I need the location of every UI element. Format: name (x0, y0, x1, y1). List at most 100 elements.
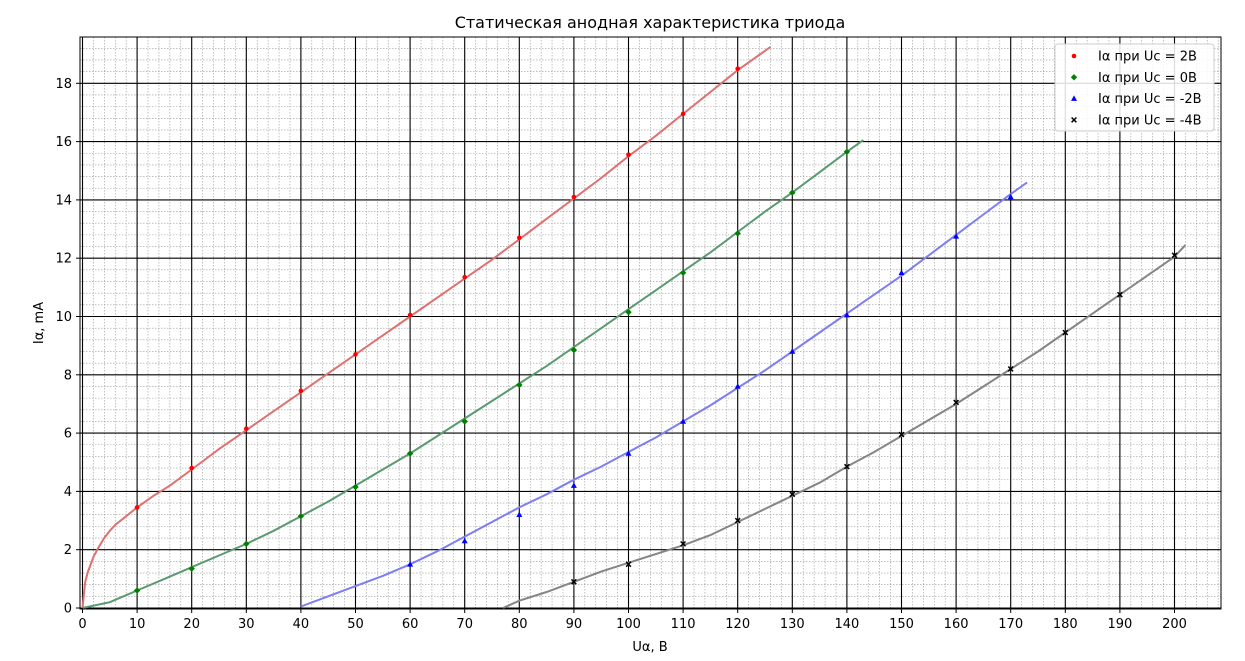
x-axis-label: Uα, В (632, 640, 667, 655)
chart-title: Статическая анодная характеристика триод… (455, 13, 846, 32)
data-point-series-3 (570, 482, 577, 488)
data-point-series-3 (953, 233, 960, 239)
legend: Iα при Uc = 2В Iα при Uc = 0В Iα при Uc = … (1054, 43, 1215, 132)
x-tick-label: 80 (511, 617, 528, 632)
y-axis-label: Iα, mA (32, 302, 47, 344)
data-point-series-2 (133, 587, 141, 594)
x-tick-label: 150 (889, 617, 914, 632)
data-point-series-1 (353, 352, 358, 357)
data-point-series-3 (843, 311, 850, 318)
data-point-series-2 (352, 483, 359, 491)
y-tick-label: 12 (55, 252, 72, 267)
legend-marker-4 (1071, 116, 1077, 123)
data-point-series-4 (734, 517, 741, 524)
legend-marker-3 (1071, 95, 1077, 101)
data-point-series-2 (516, 381, 523, 389)
data-point-series-4 (625, 561, 632, 568)
data-point-series-1 (680, 111, 686, 117)
legend-marker-2 (1070, 74, 1078, 81)
data-point-series-3 (461, 537, 468, 544)
x-tick-label: 20 (183, 617, 200, 632)
data-point-series-4 (570, 578, 577, 585)
y-tick-label: 2 (64, 543, 72, 558)
data-point-series-1 (407, 312, 413, 318)
x-tick-label: 180 (1053, 617, 1078, 632)
x-tick-label: 120 (725, 617, 750, 632)
y-tick-label: 4 (64, 485, 72, 500)
data-point-series-4 (898, 431, 905, 438)
data-point-series-3 (1007, 193, 1014, 200)
data-point-series-1 (626, 152, 631, 158)
data-point-series-2 (461, 418, 468, 425)
data-point-series-3 (407, 561, 414, 567)
data-point-series-4 (1171, 252, 1178, 259)
legend-marker-1 (1071, 53, 1077, 59)
data-point-series-3 (789, 348, 796, 354)
data-point-series-2 (243, 540, 250, 548)
data-point-series-4 (1116, 291, 1123, 298)
data-point-series-4 (1007, 366, 1014, 372)
data-point-series-4 (953, 399, 960, 406)
major-gridlines (80, 37, 1221, 609)
x-tick-label: 200 (1162, 617, 1187, 632)
y-tick-label: 6 (64, 427, 72, 442)
data-point-series-4 (680, 540, 687, 547)
y-tick-label: 16 (55, 135, 72, 150)
data-point-series-2 (789, 189, 796, 196)
data-point-series-2 (734, 230, 741, 237)
legend-label-4: Iα при Uc = -4В (1098, 113, 1202, 128)
fit-line-series-4 (502, 244, 1187, 609)
data-point-series-1 (571, 194, 577, 200)
data-point-series-4 (1062, 329, 1069, 336)
legend-label-2: Iα при Uc = 0В (1098, 71, 1197, 86)
x-tick-label: 140 (834, 617, 859, 632)
y-tick-label: 14 (55, 193, 72, 208)
x-tick-label: 0 (78, 617, 86, 632)
x-tick-label: 160 (944, 617, 969, 632)
axis-ticks: 0 10 20 30 40 50 60 70 80 90 100 110 120 130 140 150 160… (55, 77, 1186, 632)
data-point-series-3 (625, 450, 632, 456)
data-points (133, 66, 1178, 594)
data-point-series-3 (680, 418, 687, 424)
data-point-series-2 (406, 450, 414, 457)
y-tick-label: 8 (64, 368, 72, 383)
data-point-series-1 (134, 505, 140, 510)
data-point-series-2 (625, 308, 632, 316)
data-point-series-2 (570, 346, 578, 354)
data-point-series-2 (843, 148, 851, 156)
x-tick-label: 30 (238, 617, 255, 632)
data-point-series-1 (462, 274, 468, 280)
x-tick-label: 60 (402, 617, 419, 632)
x-tick-label: 70 (456, 617, 473, 632)
data-point-series-4 (789, 491, 796, 498)
legend-label-1: Iα при Uc = 2В (1098, 50, 1197, 65)
x-tick-label: 50 (347, 617, 364, 632)
x-tick-label: 190 (1107, 617, 1132, 632)
data-point-series-2 (679, 269, 687, 276)
data-point-series-1 (298, 388, 304, 394)
x-tick-label: 130 (780, 617, 805, 632)
data-point-series-3 (516, 511, 523, 518)
plot-frame (79, 36, 1222, 610)
data-point-series-4 (843, 463, 850, 470)
data-point-series-2 (297, 512, 305, 520)
x-tick-label: 170 (998, 617, 1023, 632)
x-tick-label: 10 (129, 617, 146, 632)
legend-label-3: Iα при Uc = -2В (1098, 92, 1202, 107)
data-point-series-1 (517, 235, 522, 241)
y-tick-label: 10 (55, 310, 72, 325)
fit-line-series-3 (300, 181, 1028, 608)
fit-line-series-1 (81, 46, 772, 609)
y-tick-label: 0 (64, 602, 72, 617)
data-point-series-3 (734, 383, 741, 389)
legend-box (1054, 43, 1215, 132)
x-tick-label: 90 (566, 617, 583, 632)
x-tick-label: 40 (293, 617, 310, 632)
fit-curves (81, 46, 1187, 609)
data-point-series-1 (244, 426, 249, 432)
x-tick-label: 100 (616, 617, 641, 632)
y-tick-label: 18 (55, 77, 72, 92)
data-point-series-1 (735, 66, 740, 72)
fit-line-series-2 (82, 139, 864, 609)
